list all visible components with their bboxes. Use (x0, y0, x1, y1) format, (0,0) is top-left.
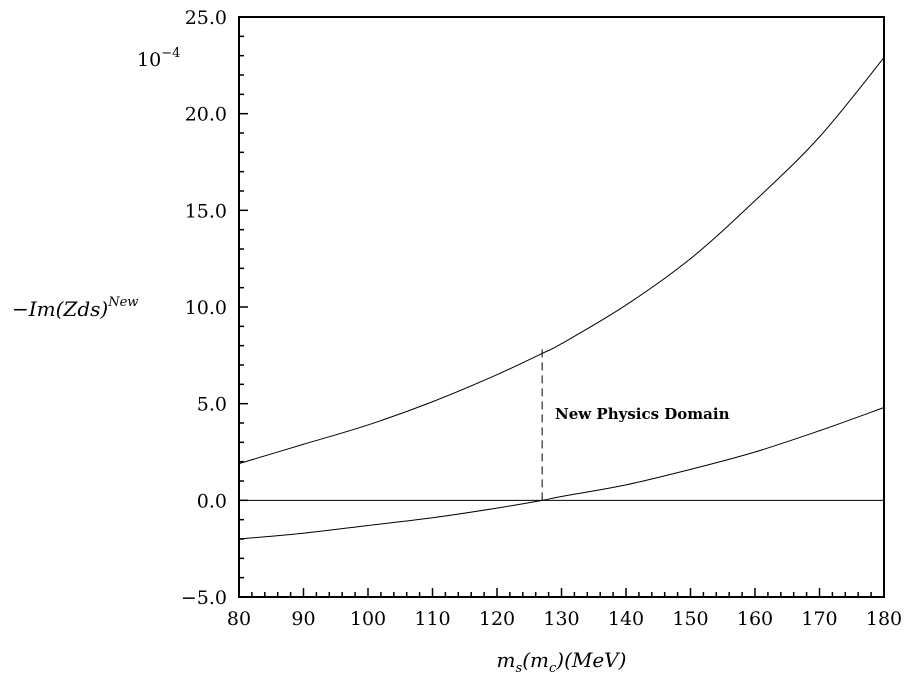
annotation-new-physics-domain: New Physics Domain (555, 405, 730, 423)
x-axis-label-sub-c: c (549, 661, 557, 676)
x-axis-label-unit: (MeV) (564, 648, 626, 672)
y-tick-label: 10.0 (185, 297, 227, 319)
y-axis-label-superscript: New (107, 295, 138, 310)
y-tick-label: 15.0 (185, 200, 227, 222)
lower-curve (238, 407, 885, 540)
x-tick-label: 100 (350, 608, 386, 630)
x-tick-label: 130 (543, 608, 579, 630)
x-tick-label: 180 (866, 608, 902, 630)
y-tick-label: −5.0 (181, 587, 227, 609)
x-tick-label: 110 (414, 608, 450, 630)
y-tick-label: 20.0 (185, 104, 227, 126)
x-tick-label: 160 (737, 608, 773, 630)
axis-ticks (238, 16, 885, 598)
y-tick-label: 0.0 (197, 490, 227, 512)
x-tick-label: 150 (672, 608, 708, 630)
y-axis-label-base: −Im(Zds) (12, 297, 108, 321)
x-axis-label: ms(mc)(MeV) (497, 648, 627, 676)
x-tick-label: 80 (227, 608, 251, 630)
x-tick-label: 120 (479, 608, 515, 630)
y-scale-note: 10−4 (137, 46, 180, 71)
y-axis-label: −Im(Zds)New (12, 295, 138, 321)
x-axis-label-m: m (497, 648, 516, 672)
upper-curve (238, 57, 885, 465)
x-axis-label-sub-s: s (516, 661, 523, 676)
y-tick-label: 5.0 (197, 394, 227, 416)
x-tick-label: 140 (608, 608, 644, 630)
x-axis-label-close: ) (555, 648, 564, 672)
x-axis-label-open: ( (522, 648, 531, 672)
curves (238, 57, 885, 540)
y-scale-exponent: −4 (161, 46, 180, 61)
x-tick-label: 90 (291, 608, 315, 630)
plot-frame (238, 16, 885, 598)
y-tick-label: 25.0 (185, 7, 227, 29)
x-axis-label-m2: m (530, 648, 549, 672)
x-tick-label: 170 (801, 608, 837, 630)
tick-labels: 80 90 100 110 120 130 140 150 160 170 180 −5.0 0.0 5.… (181, 7, 902, 630)
y-scale-base: 10 (137, 49, 161, 71)
